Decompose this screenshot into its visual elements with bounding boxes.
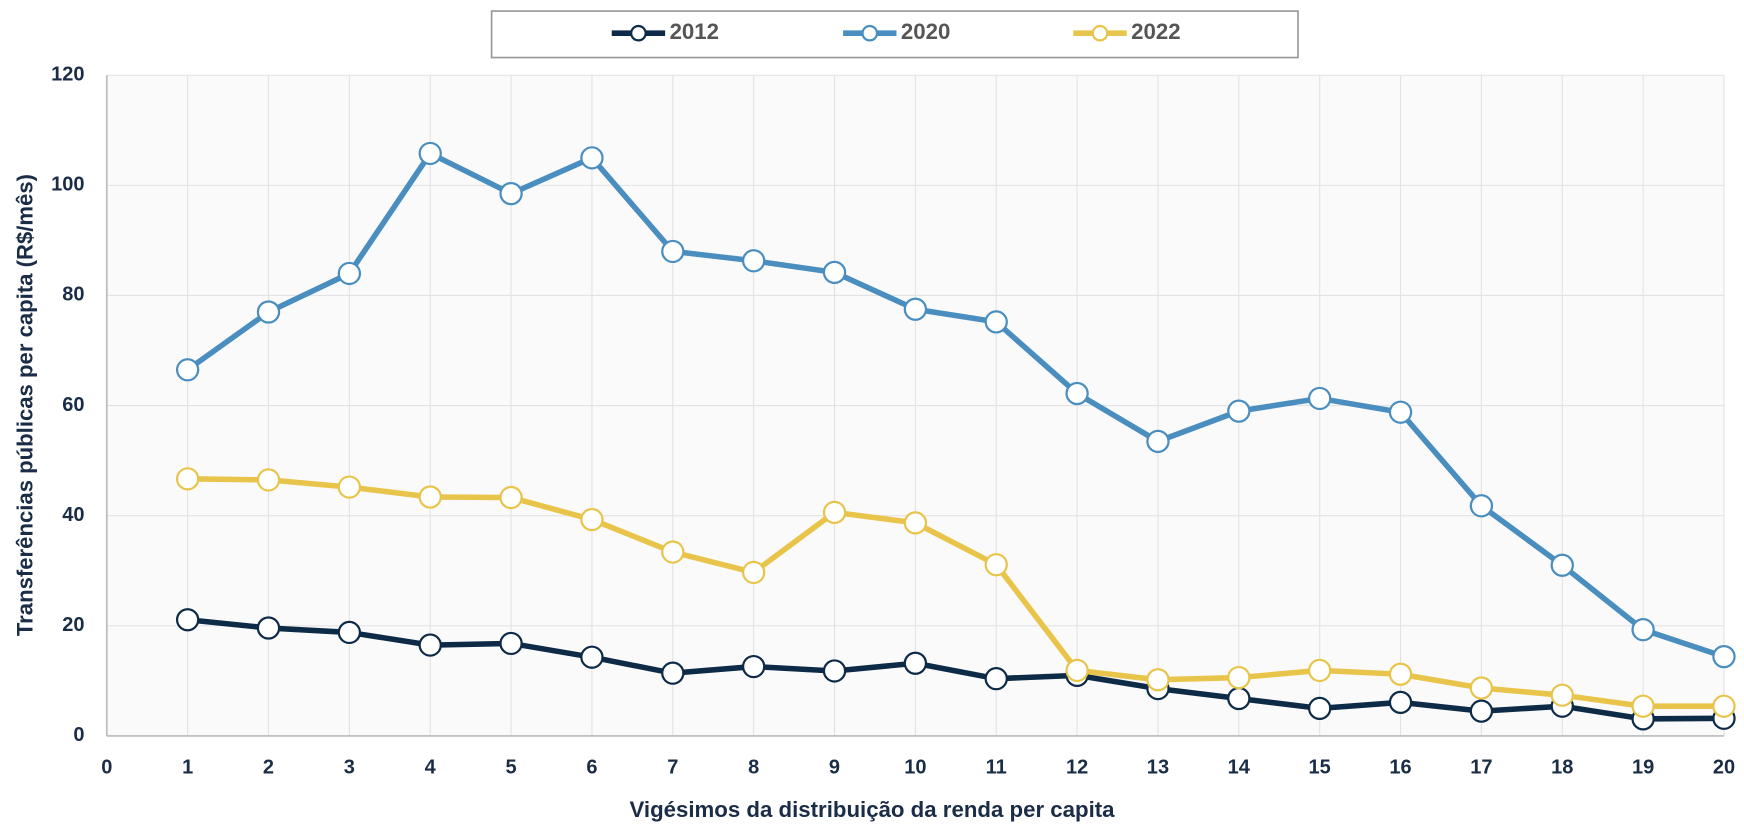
data-point — [984, 667, 1008, 691]
x-tick-label: 3 — [344, 756, 355, 778]
data-point — [741, 654, 766, 679]
data-point — [1308, 696, 1332, 721]
data-point — [1065, 658, 1089, 683]
x-tick-label: 15 — [1309, 756, 1331, 778]
x-tick-label: 1 — [182, 756, 193, 778]
data-point — [1550, 553, 1574, 577]
data-point — [1065, 381, 1089, 406]
data-point — [1227, 399, 1251, 423]
legend-swatch-marker — [861, 24, 879, 42]
data-point — [903, 511, 928, 535]
data-point — [256, 468, 281, 492]
data-point — [256, 616, 281, 640]
y-tick-label: 100 — [51, 174, 84, 196]
data-point — [337, 261, 362, 286]
legend-swatch-marker — [1091, 24, 1109, 42]
x-tick-label: 16 — [1389, 756, 1411, 778]
data-point — [580, 146, 604, 170]
data-point — [661, 661, 685, 685]
data-point — [1388, 690, 1413, 714]
series-line — [187, 617, 1724, 722]
legend-label: 2020 — [901, 19, 950, 44]
data-point — [822, 500, 847, 525]
data-point — [175, 608, 200, 632]
data-point — [499, 631, 523, 656]
data-point — [822, 260, 847, 284]
data-point — [1631, 694, 1655, 718]
x-tick-label: 0 — [101, 756, 112, 778]
data-point — [337, 620, 362, 645]
y-tick-label: 20 — [62, 614, 84, 636]
y-tick-label: 80 — [62, 284, 84, 306]
x-tick-label: 2 — [263, 756, 274, 778]
x-tick-label: 20 — [1713, 756, 1735, 778]
series-line — [187, 476, 1724, 709]
data-point — [1146, 668, 1170, 692]
data-point — [903, 297, 928, 321]
data-point — [741, 560, 766, 585]
data-point — [903, 651, 928, 675]
x-tick-label: 19 — [1632, 756, 1654, 778]
x-tick-label: 7 — [667, 756, 678, 778]
data-point — [1469, 699, 1494, 723]
legend-swatch-marker — [630, 24, 647, 42]
data-point — [175, 467, 200, 491]
data-point — [1550, 683, 1574, 707]
series-line — [186, 150, 1725, 660]
data-point — [1308, 658, 1332, 683]
data-point — [418, 633, 442, 657]
x-tick-label: 4 — [425, 756, 436, 778]
data-point — [984, 310, 1008, 334]
data-point — [175, 358, 200, 382]
data-point — [661, 239, 685, 264]
legend-label: 2022 — [1131, 19, 1180, 44]
data-point — [1227, 686, 1251, 711]
data-point — [418, 141, 442, 166]
x-tick-label: 17 — [1470, 756, 1492, 778]
x-tick-label: 12 — [1066, 756, 1088, 778]
x-tick-label: 9 — [829, 756, 840, 778]
y-tick-label: 0 — [73, 724, 84, 746]
x-tick-label: 6 — [586, 756, 597, 778]
x-tick-label: 18 — [1551, 756, 1573, 778]
data-point — [256, 300, 281, 324]
data-point — [580, 645, 604, 669]
data-point — [1388, 400, 1413, 424]
data-point — [822, 659, 847, 683]
y-axis-title: Transferências públicas per capita (R$/m… — [13, 174, 38, 636]
data-point — [661, 540, 685, 564]
data-point — [984, 553, 1008, 577]
y-tick-label: 40 — [62, 504, 84, 526]
data-point — [741, 249, 766, 273]
data-point — [418, 485, 442, 509]
x-tick-label: 8 — [748, 756, 759, 778]
y-tick-label: 60 — [62, 394, 84, 416]
x-tick-label: 14 — [1228, 756, 1250, 778]
x-tick-label: 10 — [904, 756, 926, 778]
data-point — [1469, 676, 1494, 700]
data-point — [337, 475, 362, 499]
x-tick-label: 13 — [1147, 756, 1169, 778]
data-point — [1712, 645, 1736, 669]
data-point — [1388, 662, 1413, 686]
legend-label: 2012 — [670, 19, 719, 44]
data-point — [499, 485, 523, 510]
data-point — [1469, 494, 1494, 518]
data-point — [1146, 429, 1170, 454]
y-tick-label: 120 — [51, 64, 84, 86]
x-axis-title: Vigésimos da distribuição da renda per c… — [629, 797, 1115, 822]
data-point — [1227, 665, 1251, 690]
x-tick-label: 11 — [986, 756, 1007, 778]
data-point — [1712, 694, 1736, 718]
data-point — [499, 182, 523, 206]
data-point — [1308, 386, 1332, 411]
data-point — [1631, 618, 1655, 642]
data-point — [580, 507, 604, 532]
x-tick-label: 5 — [506, 756, 517, 778]
